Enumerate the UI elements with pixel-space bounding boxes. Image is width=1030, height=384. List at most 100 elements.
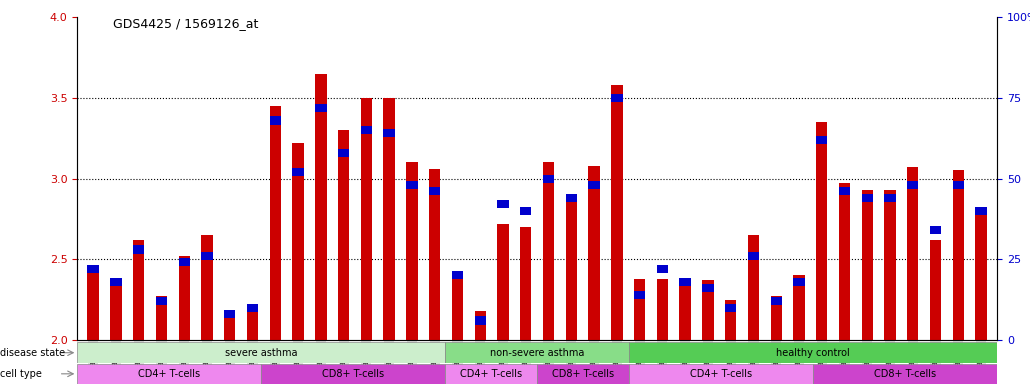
- Bar: [247, 308, 259, 340]
- Bar: [77, 342, 445, 363]
- Bar: [497, 224, 509, 340]
- Bar: [793, 275, 804, 340]
- Bar: [725, 303, 736, 311]
- Bar: [430, 187, 441, 195]
- Bar: [293, 143, 304, 340]
- Bar: [657, 265, 668, 273]
- Bar: [813, 364, 997, 384]
- Bar: [543, 162, 554, 340]
- Bar: [430, 169, 441, 340]
- Text: CD8+ T-cells: CD8+ T-cells: [322, 369, 384, 379]
- Text: CD4+ T-cells: CD4+ T-cells: [460, 369, 522, 379]
- Bar: [445, 342, 629, 363]
- Bar: [225, 313, 236, 340]
- Text: GDS4425 / 1569126_at: GDS4425 / 1569126_at: [113, 17, 259, 30]
- Bar: [77, 364, 262, 384]
- Bar: [315, 104, 327, 112]
- Bar: [360, 98, 372, 340]
- Text: CD4+ T-cells: CD4+ T-cells: [690, 369, 752, 379]
- Bar: [633, 278, 645, 340]
- Bar: [338, 149, 349, 157]
- Text: CD8+ T-cells: CD8+ T-cells: [874, 369, 936, 379]
- Bar: [816, 136, 827, 144]
- Bar: [262, 364, 445, 384]
- Bar: [611, 94, 622, 102]
- Bar: [383, 129, 394, 137]
- Bar: [770, 296, 782, 340]
- Text: cell type: cell type: [0, 369, 42, 379]
- Bar: [748, 235, 759, 340]
- Bar: [247, 303, 259, 311]
- Bar: [520, 207, 531, 215]
- Bar: [445, 364, 538, 384]
- Bar: [133, 240, 144, 340]
- Bar: [360, 126, 372, 134]
- Bar: [315, 74, 327, 340]
- Bar: [885, 194, 896, 202]
- Bar: [588, 181, 599, 189]
- Bar: [975, 207, 987, 215]
- Bar: [588, 166, 599, 340]
- Bar: [629, 342, 997, 363]
- Bar: [816, 122, 827, 340]
- Bar: [110, 278, 122, 286]
- Bar: [861, 190, 873, 340]
- Bar: [110, 278, 122, 340]
- Bar: [930, 226, 941, 234]
- Bar: [338, 130, 349, 340]
- Bar: [538, 364, 629, 384]
- Bar: [293, 168, 304, 176]
- Bar: [383, 98, 394, 340]
- Bar: [885, 190, 896, 340]
- Bar: [680, 280, 691, 340]
- Bar: [565, 195, 577, 340]
- Bar: [907, 181, 919, 189]
- Bar: [88, 265, 99, 273]
- Text: non-severe asthma: non-severe asthma: [490, 348, 584, 358]
- Text: CD8+ T-cells: CD8+ T-cells: [552, 369, 614, 379]
- Bar: [225, 310, 236, 318]
- Bar: [611, 85, 622, 340]
- Bar: [156, 296, 167, 340]
- Bar: [953, 181, 964, 189]
- Bar: [838, 184, 850, 340]
- Bar: [201, 252, 213, 260]
- Bar: [629, 364, 813, 384]
- Bar: [633, 291, 645, 299]
- Bar: [543, 175, 554, 183]
- Bar: [270, 106, 281, 340]
- Bar: [178, 258, 190, 266]
- Bar: [725, 300, 736, 340]
- Bar: [702, 280, 714, 340]
- Bar: [156, 297, 167, 305]
- Bar: [497, 200, 509, 209]
- Bar: [406, 162, 417, 340]
- Bar: [452, 271, 464, 280]
- Bar: [953, 170, 964, 340]
- Bar: [838, 187, 850, 195]
- Bar: [270, 116, 281, 124]
- Bar: [930, 240, 941, 340]
- Text: severe asthma: severe asthma: [225, 348, 298, 358]
- Bar: [748, 252, 759, 260]
- Bar: [452, 278, 464, 340]
- Bar: [657, 278, 668, 340]
- Bar: [520, 227, 531, 340]
- Bar: [565, 194, 577, 202]
- Bar: [475, 311, 486, 340]
- Bar: [907, 167, 919, 340]
- Text: disease state: disease state: [0, 348, 65, 358]
- Bar: [770, 297, 782, 305]
- Bar: [406, 181, 417, 189]
- Bar: [475, 316, 486, 324]
- Bar: [680, 278, 691, 286]
- Text: healthy control: healthy control: [777, 348, 850, 358]
- Bar: [133, 245, 144, 253]
- Bar: [793, 278, 804, 286]
- Bar: [201, 235, 213, 340]
- Bar: [861, 194, 873, 202]
- Bar: [88, 267, 99, 340]
- Text: CD4+ T-cells: CD4+ T-cells: [138, 369, 200, 379]
- Bar: [178, 256, 190, 340]
- Bar: [702, 284, 714, 292]
